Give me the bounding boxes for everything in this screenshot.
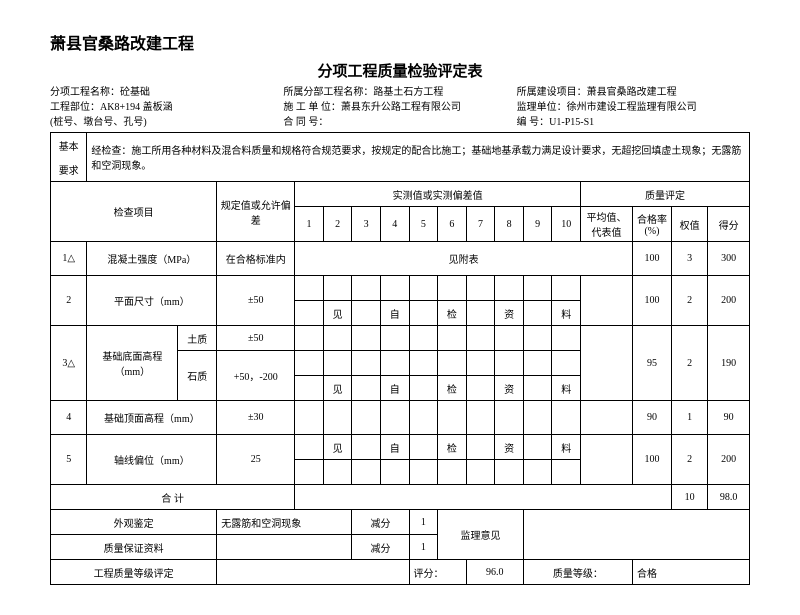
r2-item: 平面尺寸（mm）	[87, 276, 217, 326]
r2-tol: ±50	[217, 276, 295, 326]
r3-item: 基础底面高程（mm）	[87, 326, 178, 401]
f-app-l: 外观鉴定	[51, 510, 217, 535]
project-title: 萧县官桑路改建工程	[50, 30, 750, 54]
r1-no: 1△	[51, 242, 87, 276]
th-1: 1	[295, 207, 324, 242]
h-l2: 工程部位：AK8+194 盖板涵	[50, 100, 283, 115]
r3-tol2: +50，-200	[217, 351, 295, 401]
th-5: 5	[409, 207, 438, 242]
th-2: 2	[323, 207, 352, 242]
th-item: 检查项目	[51, 182, 217, 242]
h-r3: 编 号：U1-P15-S1	[517, 115, 750, 130]
r3-sub2: 石质	[178, 351, 217, 401]
r5-m4: 资	[495, 435, 524, 460]
basic-label2: 要求	[51, 157, 87, 182]
r3-m4: 资	[495, 376, 524, 401]
h-c1: 所属分部工程名称：路基土石方工程	[283, 85, 516, 100]
r3-tol1: ±50	[217, 326, 295, 351]
r3-sc: 190	[708, 326, 750, 401]
r2-no: 2	[51, 276, 87, 326]
f-grade-l: 工程质量等级评定	[51, 560, 217, 585]
r5-item: 轴线偏位（mm）	[87, 435, 217, 485]
total-w: 10	[671, 485, 707, 510]
th-6: 6	[438, 207, 467, 242]
th-7: 7	[466, 207, 495, 242]
f-app-v: 无露筋和空洞现象	[217, 510, 352, 535]
r5-tol: 25	[217, 435, 295, 485]
f-score-l: 评分：	[409, 560, 466, 585]
th-3: 3	[352, 207, 381, 242]
r4-no: 4	[51, 401, 87, 435]
th-4: 4	[380, 207, 409, 242]
h-c2: 施 工 单 位：萧县东升公路工程有限公司	[283, 100, 516, 115]
r3-m5: 料	[552, 376, 581, 401]
r1-sc: 300	[708, 242, 750, 276]
f-d1: 1	[409, 510, 438, 535]
f-qa: 质量保证资料	[51, 535, 217, 560]
f-supervise: 监理意见	[438, 510, 524, 560]
h-c3: 合 同 号：	[283, 115, 516, 130]
r3-no: 3△	[51, 326, 87, 401]
th-w: 权值	[671, 207, 707, 242]
main-table: 基本 经检查：施工所用各种材料及混合料质量和规格符合规范要求，按规定的配合比施工…	[50, 132, 750, 585]
r2-pass: 100	[632, 276, 671, 326]
f-score-v: 96.0	[466, 560, 523, 585]
th-sc: 得分	[708, 207, 750, 242]
r3-m2: 自	[380, 376, 409, 401]
r2-w: 2	[671, 276, 707, 326]
r1-note: 见附表	[295, 242, 633, 276]
r2-m2: 自	[380, 301, 409, 326]
r2-m3: 检	[438, 301, 467, 326]
r4-tol: ±30	[217, 401, 295, 435]
r5-m5: 料	[552, 435, 581, 460]
th-pass: 合格率(%)	[632, 207, 671, 242]
r2-m4: 资	[495, 301, 524, 326]
th-10: 10	[552, 207, 581, 242]
h-r1: 所属建设项目：萧县官桑路改建工程	[517, 85, 750, 100]
th-meas: 实测值或实测偏差值	[295, 182, 581, 207]
r3-m3: 检	[438, 376, 467, 401]
r3-pass: 95	[632, 326, 671, 401]
r3-w: 2	[671, 326, 707, 401]
r2-m1: 见	[323, 301, 352, 326]
r1-w: 3	[671, 242, 707, 276]
total-sc: 98.0	[708, 485, 750, 510]
f-level-l: 质量等级：	[523, 560, 632, 585]
h-r2: 监理单位：徐州市建设工程监理有限公司	[517, 100, 750, 115]
th-qual: 质量评定	[581, 182, 750, 207]
r5-w: 2	[671, 435, 707, 485]
basic-label1: 基本	[51, 133, 87, 158]
th-avg: 平均值、代表值	[581, 207, 633, 242]
basic-text: 经检查：施工所用各种材料及混合料质量和规格符合规范要求，按规定的配合比施工；基础…	[87, 133, 750, 182]
r4-pass: 90	[632, 401, 671, 435]
f-level-v: 合格	[632, 560, 749, 585]
r3-sub1: 土质	[178, 326, 217, 351]
r5-no: 5	[51, 435, 87, 485]
r2-m5: 料	[552, 301, 581, 326]
h-l3: (桩号、墩台号、孔号)	[50, 115, 283, 130]
r4-sc: 90	[708, 401, 750, 435]
r4-item: 基础顶面高程（mm）	[87, 401, 217, 435]
th-8: 8	[495, 207, 524, 242]
f-d2: 1	[409, 535, 438, 560]
r2-sc: 200	[708, 276, 750, 326]
r1-item: 混凝土强度（MPa）	[87, 242, 217, 276]
r1-tol: 在合格标准内	[217, 242, 295, 276]
th-9: 9	[523, 207, 552, 242]
h-l1: 分项工程名称：砼基础	[50, 85, 283, 100]
th-tol: 规定值或允许偏差	[217, 182, 295, 242]
r4-w: 1	[671, 401, 707, 435]
r5-sc: 200	[708, 435, 750, 485]
r1-pass: 100	[632, 242, 671, 276]
form-title: 分项工程质量检验评定表	[50, 60, 750, 81]
r5-m3: 检	[438, 435, 467, 460]
f-deduct1: 减分	[352, 510, 409, 535]
total-label: 合 计	[51, 485, 295, 510]
r3-m1: 见	[323, 376, 352, 401]
r5-m2: 自	[380, 435, 409, 460]
r5-m1: 见	[323, 435, 352, 460]
r5-pass: 100	[632, 435, 671, 485]
f-deduct2: 减分	[352, 535, 409, 560]
header-info: 分项工程名称：砼基础 工程部位：AK8+194 盖板涵 (桩号、墩台号、孔号) …	[50, 85, 750, 130]
